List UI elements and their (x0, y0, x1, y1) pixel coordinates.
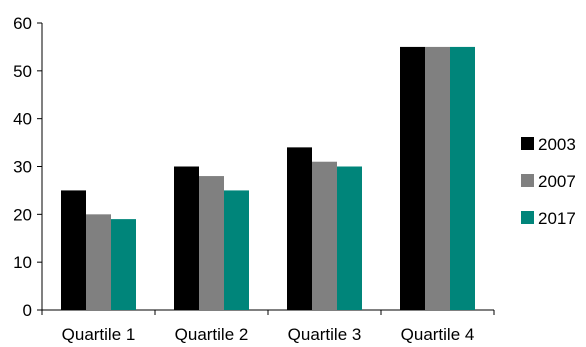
y-tick-label: 50 (13, 62, 32, 81)
bar-2017-1 (111, 219, 136, 310)
bar-2017-4 (450, 47, 475, 310)
bar-2017-2 (224, 190, 249, 310)
x-category-label: Quartile 1 (62, 325, 136, 344)
x-category-label: Quartile 4 (401, 325, 475, 344)
legend-label-2003: 2003 (538, 135, 576, 154)
legend-swatch-2017 (521, 211, 534, 224)
y-tick-label: 40 (13, 110, 32, 129)
y-tick-label: 10 (13, 253, 32, 272)
legend: 2003 2007 2017 (521, 135, 576, 228)
x-axis: Quartile 1 Quartile 2 Quartile 3 Quartile 4 (42, 310, 494, 344)
bar-2003-3 (287, 147, 312, 310)
bar-2007-1 (86, 214, 111, 310)
bar-2007-2 (199, 176, 224, 310)
bar-2007-3 (312, 162, 337, 310)
bars-group (61, 47, 475, 310)
bar-2007-4 (425, 47, 450, 310)
y-axis: 0 10 20 30 40 50 60 (13, 14, 42, 320)
bar-2003-2 (174, 167, 199, 311)
x-category-label: Quartile 2 (175, 325, 249, 344)
y-tick-label: 30 (13, 158, 32, 177)
legend-label-2007: 2007 (538, 172, 576, 191)
x-category-label: Quartile 3 (288, 325, 362, 344)
bar-2017-3 (337, 167, 362, 311)
y-tick-label: 0 (23, 301, 32, 320)
bar-2003-1 (61, 190, 86, 310)
bar-2003-4 (400, 47, 425, 310)
y-tick-label: 60 (13, 14, 32, 33)
y-tick-label: 20 (13, 205, 32, 224)
legend-swatch-2003 (521, 137, 534, 150)
legend-swatch-2007 (521, 174, 534, 187)
legend-label-2017: 2017 (538, 209, 576, 228)
